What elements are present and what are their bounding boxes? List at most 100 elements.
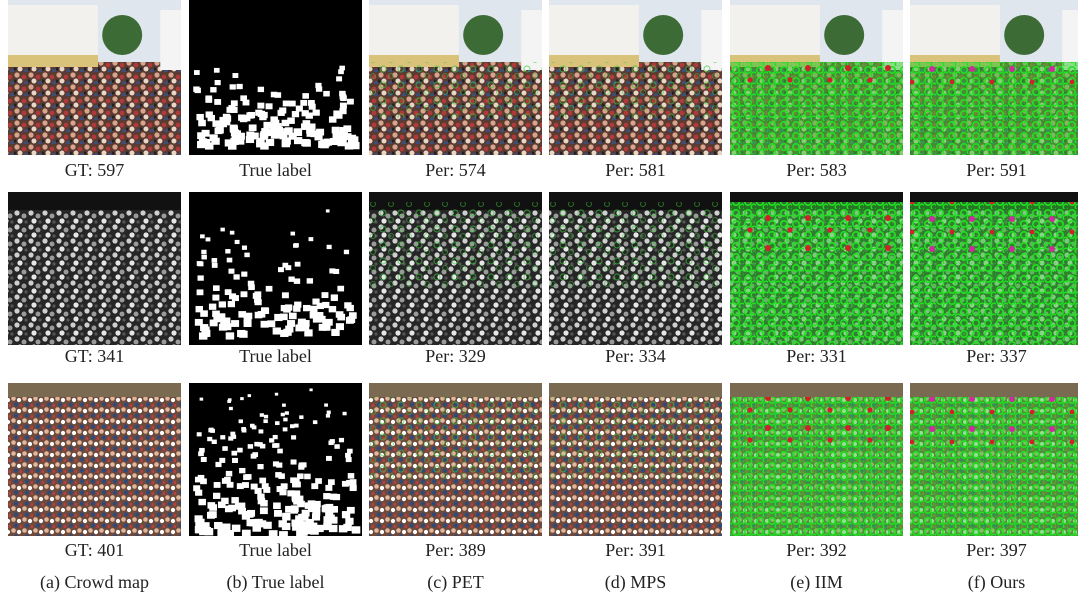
label-point <box>273 461 279 466</box>
label-point <box>329 116 337 122</box>
label-point <box>212 120 220 127</box>
label-point <box>228 436 233 440</box>
prediction-overlay <box>369 62 542 118</box>
label-point <box>258 111 265 117</box>
label-point <box>235 240 240 244</box>
label-point <box>212 258 218 263</box>
label-point <box>343 125 351 132</box>
error-marks <box>910 397 1078 446</box>
photo <box>8 192 181 345</box>
label-point <box>207 502 215 509</box>
label-point <box>201 457 207 462</box>
label-point <box>238 503 246 510</box>
label-point <box>349 312 357 319</box>
label-point <box>316 86 322 91</box>
label-point <box>289 101 296 107</box>
label-point <box>196 114 203 120</box>
label-point <box>282 404 286 407</box>
label-point <box>312 299 319 305</box>
label-point <box>334 131 342 138</box>
label-point <box>293 498 301 504</box>
label-point <box>197 432 202 436</box>
label-point <box>348 141 356 148</box>
label-point <box>193 485 200 491</box>
label-point <box>291 435 296 439</box>
label-point <box>257 103 264 109</box>
label-point <box>198 475 205 481</box>
label-point <box>350 485 357 491</box>
label-point <box>225 289 232 295</box>
label-point <box>325 485 332 491</box>
label-point <box>283 427 288 431</box>
label-point <box>294 302 301 308</box>
label-point <box>195 88 201 93</box>
label-point <box>201 250 206 254</box>
label-point <box>241 291 248 297</box>
caption: True label <box>239 160 312 180</box>
label-point <box>257 464 263 469</box>
label-point <box>236 84 242 89</box>
label-point <box>214 99 221 105</box>
label-point <box>329 525 338 532</box>
label-point <box>329 517 337 524</box>
figure-image <box>189 383 362 539</box>
label-point <box>294 128 302 135</box>
label-point <box>248 284 255 290</box>
label-point <box>279 520 287 527</box>
label-point <box>197 261 203 266</box>
label-point <box>315 478 322 484</box>
label-point <box>277 449 283 454</box>
caption: Per: 583 <box>786 160 847 180</box>
label-point <box>246 511 254 518</box>
figure-image <box>910 192 1078 345</box>
label-point <box>327 411 331 414</box>
label-point <box>221 498 228 504</box>
label-point <box>348 473 355 479</box>
label-point <box>222 317 230 324</box>
figure-image <box>8 0 181 155</box>
label-point <box>339 525 348 532</box>
stand <box>910 383 1078 397</box>
label-point <box>287 490 294 496</box>
label-point <box>206 237 211 241</box>
label-point <box>345 453 351 458</box>
stand <box>549 383 722 397</box>
label-point <box>336 323 344 330</box>
label-point <box>212 295 219 301</box>
label-point <box>347 507 355 514</box>
label-point <box>198 275 204 280</box>
label-point <box>259 478 266 484</box>
label-point <box>250 424 255 428</box>
label-point <box>305 522 313 529</box>
label-point <box>206 111 213 117</box>
label-point <box>200 398 204 401</box>
label-point <box>275 314 283 321</box>
label-point <box>239 468 245 473</box>
label-point <box>260 142 269 149</box>
figure-image <box>730 383 903 536</box>
label-point <box>346 457 352 462</box>
label-point <box>253 293 260 299</box>
building <box>1062 10 1078 70</box>
label-point <box>336 76 342 81</box>
label-point <box>273 502 281 509</box>
label-point <box>279 107 286 113</box>
figure-image <box>549 383 722 536</box>
label-point <box>305 502 313 509</box>
figure-image <box>730 0 903 155</box>
label-point <box>212 440 217 444</box>
label-point <box>340 95 347 101</box>
building <box>701 10 722 70</box>
label-point <box>257 442 262 447</box>
label-point <box>239 331 247 338</box>
caption: Per: 591 <box>966 160 1027 180</box>
label-point <box>236 138 244 145</box>
label-point <box>324 403 328 406</box>
label-point <box>281 413 285 417</box>
label-point <box>227 400 231 403</box>
label-point <box>283 306 290 312</box>
figure-image <box>730 192 903 345</box>
label-point <box>345 518 353 525</box>
label-point <box>291 459 297 464</box>
caption: Per: 391 <box>605 540 666 560</box>
